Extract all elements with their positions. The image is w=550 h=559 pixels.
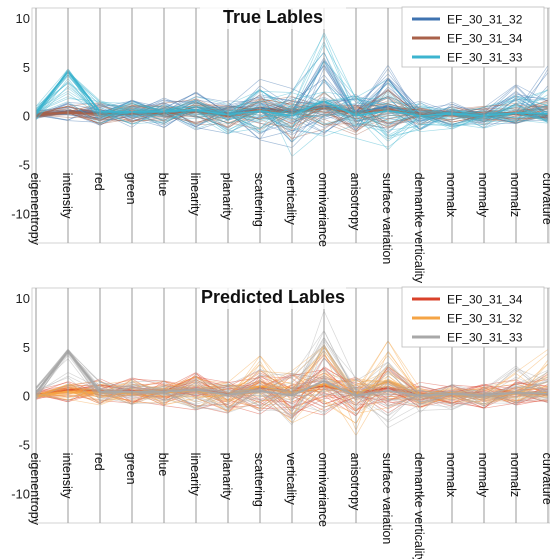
y-tick-label: 10 bbox=[16, 291, 30, 306]
category-label: blue bbox=[156, 173, 170, 197]
legend-label: EF_30_31_32 bbox=[447, 312, 523, 326]
category-label: blue bbox=[156, 453, 170, 477]
category-label: anisotropy bbox=[348, 173, 362, 231]
category-label: normalz bbox=[508, 453, 522, 497]
y-tick-label: -10 bbox=[11, 207, 30, 222]
y-tick-label: -5 bbox=[18, 438, 30, 453]
category-label: normalz bbox=[508, 173, 522, 217]
category-label: linearity bbox=[188, 173, 202, 217]
category-label: eigenentropy bbox=[28, 173, 42, 246]
legend-label: EF_30_31_34 bbox=[447, 32, 523, 46]
y-tick-label: 5 bbox=[23, 340, 30, 355]
y-tick-label: 5 bbox=[23, 60, 30, 75]
legend-label: EF_30_31_32 bbox=[447, 13, 523, 27]
category-label: surface variation bbox=[380, 453, 394, 545]
category-label: green bbox=[124, 453, 138, 485]
category-label: normaly bbox=[476, 453, 490, 498]
title-backdrop bbox=[200, 5, 346, 29]
category-label: demantke verticality bbox=[412, 453, 426, 559]
category-label: scattering bbox=[252, 173, 266, 227]
category-label: planarity bbox=[220, 173, 234, 221]
category-label: linearity bbox=[188, 453, 202, 497]
legend-label: EF_30_31_33 bbox=[447, 51, 523, 65]
y-tick-label: 10 bbox=[16, 11, 30, 26]
legend-label: EF_30_31_33 bbox=[447, 331, 523, 345]
legend: EF_30_31_34 EF_30_31_32 EF_30_31_33 bbox=[401, 286, 545, 348]
category-label: intensity bbox=[60, 453, 74, 500]
category-label: normalx bbox=[444, 173, 458, 218]
y-tick-label: -5 bbox=[18, 158, 30, 173]
category-label: planarity bbox=[220, 453, 234, 501]
category-label: normalx bbox=[444, 453, 458, 498]
legend: EF_30_31_32 EF_30_31_34 EF_30_31_33 bbox=[401, 6, 545, 68]
category-label: omnivariance bbox=[316, 453, 330, 527]
chart-title: Predicted Lables bbox=[201, 287, 345, 307]
category-label: green bbox=[124, 173, 138, 205]
category-labels: eigenentropy intensity red green blue lineari… bbox=[28, 453, 550, 559]
category-label: red bbox=[92, 453, 106, 471]
category-label: demantke verticality bbox=[412, 173, 426, 284]
category-label: verticality bbox=[284, 173, 298, 226]
chart-title: True Lables bbox=[223, 7, 323, 27]
category-label: intensity bbox=[60, 173, 74, 220]
y-tick-label: 0 bbox=[23, 389, 30, 404]
category-label: anisotropy bbox=[348, 453, 362, 511]
title-backdrop bbox=[200, 285, 346, 309]
category-label: surface variation bbox=[380, 173, 394, 265]
y-axis: 10 5 0 -5 -10 bbox=[11, 11, 30, 222]
category-labels: eigenentropy intensity red green blue lineari… bbox=[28, 173, 550, 284]
y-axis: 10 5 0 -5 -10 bbox=[11, 291, 30, 502]
category-label: normaly bbox=[476, 173, 490, 218]
category-label: omnivariance bbox=[316, 173, 330, 247]
category-label: curvature bbox=[540, 453, 550, 505]
y-tick-label: -10 bbox=[11, 487, 30, 502]
category-label: red bbox=[92, 173, 106, 191]
parallel-axes bbox=[35, 288, 549, 523]
legend-label: EF_30_31_34 bbox=[447, 293, 523, 307]
category-label: scattering bbox=[252, 453, 266, 507]
y-tick-label: 0 bbox=[23, 109, 30, 124]
category-label: eigenentropy bbox=[28, 453, 42, 526]
category-label: curvature bbox=[540, 173, 550, 225]
category-label: verticality bbox=[284, 453, 298, 506]
